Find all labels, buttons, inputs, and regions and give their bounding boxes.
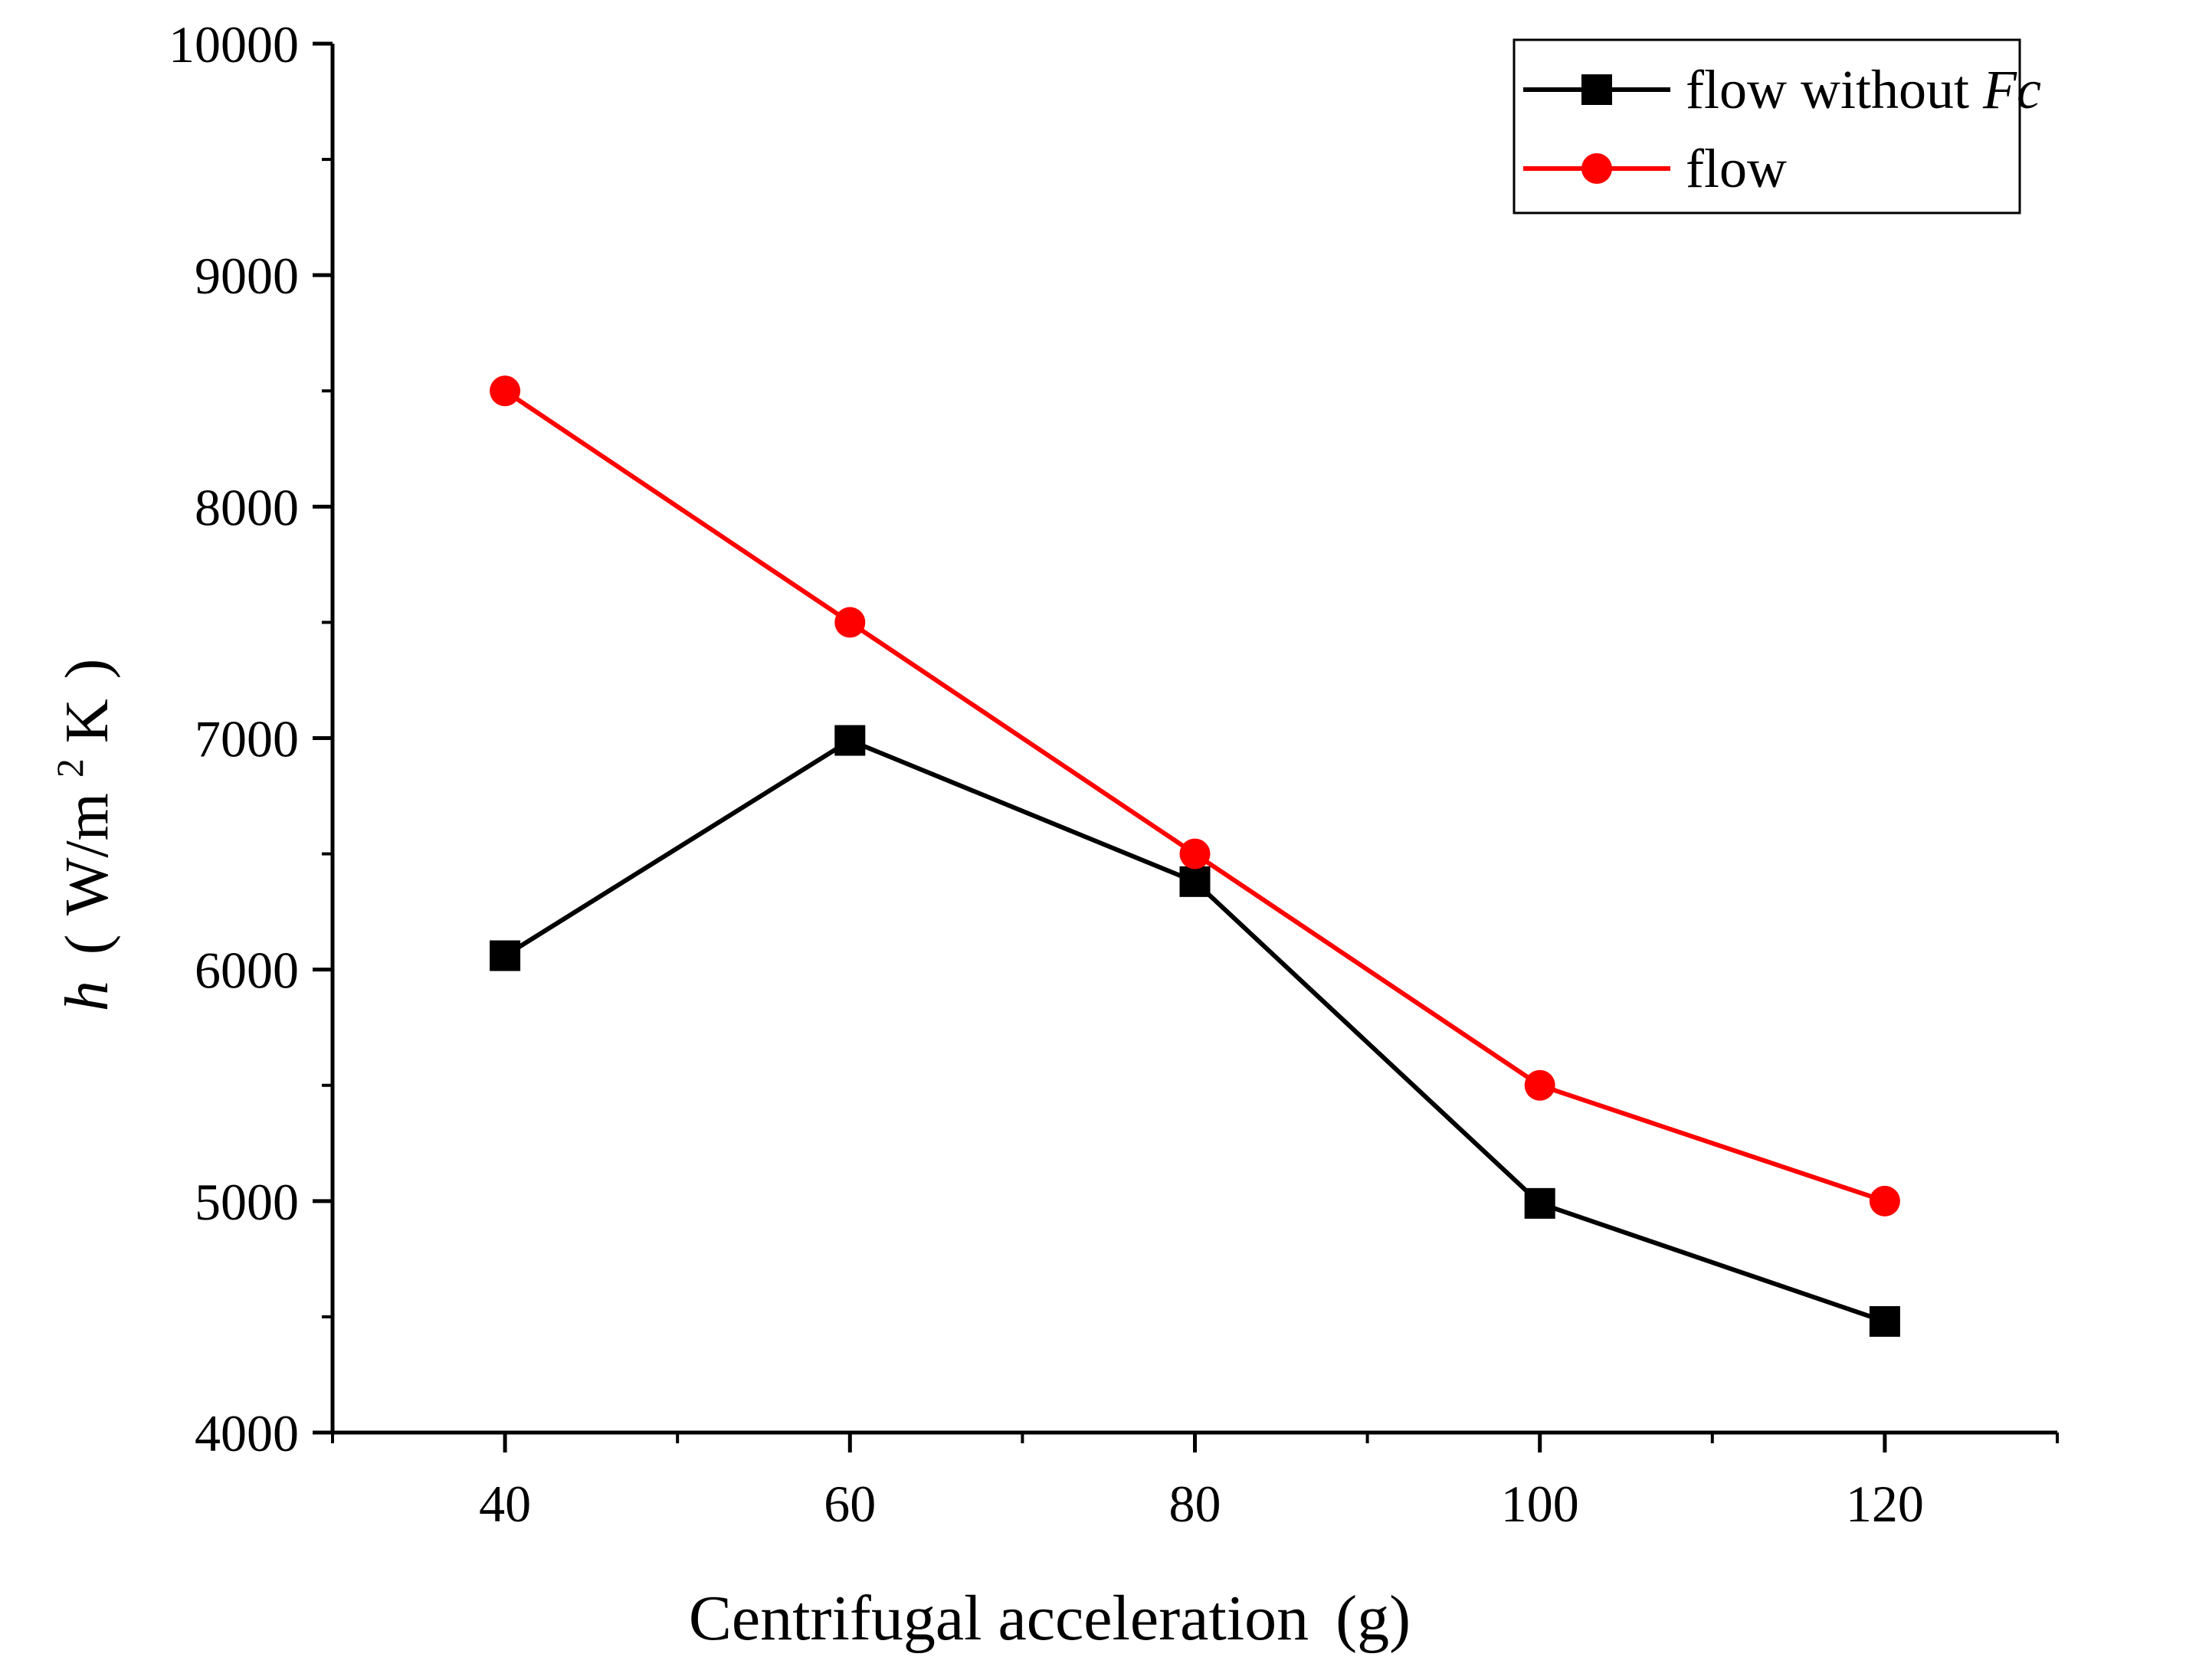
data-point-circle: [1179, 838, 1211, 869]
legend-label-italic: Fc: [1982, 59, 2041, 120]
x-tick-label: 80: [1169, 1475, 1221, 1533]
series-flow-without-fc: [490, 725, 1900, 1337]
x-axis-label-unit: (g): [1336, 1583, 1411, 1654]
y-axis-label-unit-tail: K: [54, 699, 121, 743]
legend-label: flow without Fc: [1686, 59, 2041, 120]
data-point-circle: [1524, 1069, 1555, 1101]
y-axis-label-unit-sup: 2: [48, 758, 91, 778]
axes: 4000 5000 6000 7000 8000 9000 10000 40 60 80 100 12…: [169, 15, 2059, 1533]
y-tick-label: 8000: [195, 478, 299, 536]
y-tick-label: 9000: [195, 247, 299, 305]
legend-label-text: flow: [1686, 138, 1787, 199]
y-tick-label: 5000: [195, 1173, 299, 1231]
y-tick-label: 7000: [195, 710, 299, 768]
y-tick-label: 10000: [169, 15, 299, 74]
y-axis-label-open-paren: (: [54, 935, 121, 955]
series-line: [503, 388, 1886, 1204]
data-point-square: [1179, 866, 1211, 897]
data-point-circle: [834, 607, 866, 638]
legend: flow without Fc flow: [1513, 38, 2041, 215]
data-point-circle: [490, 375, 521, 407]
y-axis-label-unit: W/m: [54, 793, 121, 915]
data-point-square: [834, 725, 866, 756]
legend-label: flow: [1686, 138, 1787, 199]
y-axis-label-close-paren: ): [54, 659, 121, 680]
x-tick-label: 100: [1501, 1475, 1579, 1533]
legend-label-text: flow without: [1686, 59, 1983, 120]
data-point-circle: [1869, 1185, 1900, 1217]
legend-marker-circle: [1581, 153, 1612, 184]
x-tick-label: 120: [1846, 1475, 1924, 1533]
x-axis-label: Centrifugal acceleration (g): [689, 1583, 1411, 1654]
series-line: [503, 738, 1886, 1324]
y-tick-label: 4000: [195, 1404, 299, 1462]
y-tick-label: 6000: [195, 942, 299, 1000]
y-axis-label: h ( W/m 2 K ): [29, 659, 121, 1012]
x-tick-label: 40: [479, 1475, 531, 1533]
y-axis-label-symbol: h: [54, 981, 121, 1011]
data-point-square: [490, 940, 521, 971]
x-tick-label: 60: [824, 1475, 876, 1533]
legend-item: flow: [1523, 138, 1787, 199]
legend-box: [1513, 38, 2021, 215]
legend-item: flow without Fc: [1523, 59, 2041, 120]
series-flow: [490, 375, 1900, 1217]
data-point-square: [1869, 1305, 1900, 1337]
legend-marker-square: [1581, 74, 1612, 105]
data-point-square: [1524, 1187, 1555, 1219]
series-layer: [490, 375, 1900, 1337]
x-axis-label-text: Centrifugal acceleration: [689, 1583, 1309, 1654]
